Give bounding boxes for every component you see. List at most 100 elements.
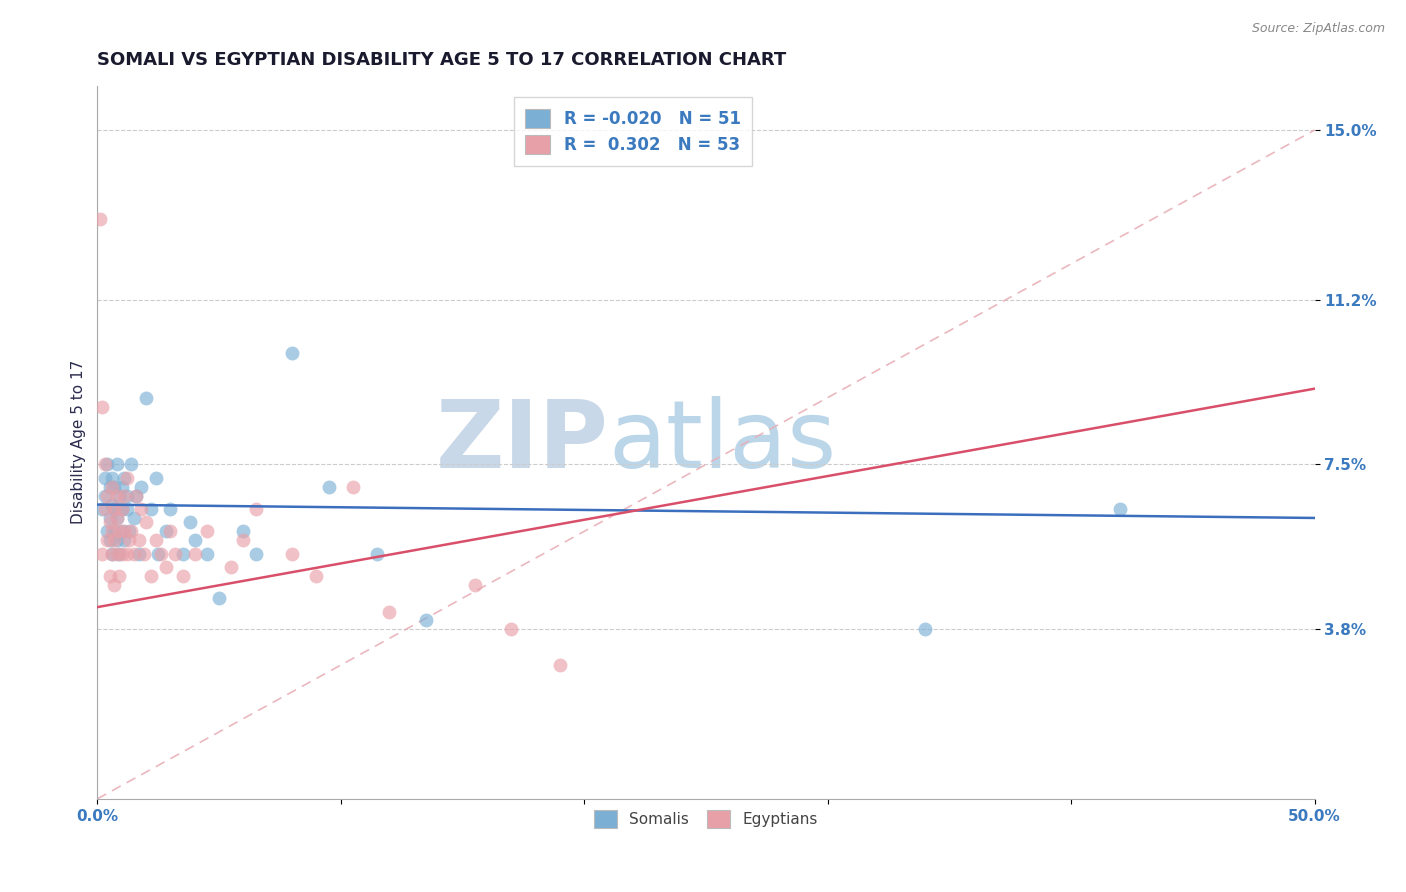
Point [101,524,124,539]
Point [125,489,148,503]
Point [93,489,115,503]
Text: ZIP: ZIP [436,396,609,488]
Point [103,578,125,592]
Point [464,578,486,592]
Point [128,533,150,548]
Point [91,400,114,414]
Point [120,524,142,539]
Point [103,533,125,548]
Point [120,458,142,472]
Point [101,498,124,512]
Point [105,547,128,561]
Point [415,614,437,628]
Point [101,547,124,561]
Point [232,533,254,548]
Legend: Somalis, Egyptians: Somalis, Egyptians [588,804,824,834]
Point [111,480,134,494]
Point [245,547,267,561]
Point [183,547,205,561]
Point [139,569,162,583]
Point [105,511,128,525]
Point [118,533,141,548]
Y-axis label: Disability Age 5 to 17: Disability Age 5 to 17 [72,360,86,524]
Point [101,547,124,561]
Point [135,516,157,530]
Point [165,547,187,561]
Point [103,480,125,494]
Point [145,533,167,548]
Point [195,547,218,561]
Point [105,458,128,472]
Point [112,471,135,485]
Point [366,547,388,561]
Point [111,502,134,516]
Point [118,524,141,539]
Point [122,547,145,561]
Point [98,569,121,583]
Point [93,502,115,516]
Text: Source: ZipAtlas.com: Source: ZipAtlas.com [1251,22,1385,36]
Point [305,569,328,583]
Point [159,524,181,539]
Point [548,658,571,673]
Point [98,511,121,525]
Point [245,502,267,516]
Point [108,489,131,503]
Point [103,502,125,516]
Point [172,569,194,583]
Point [125,489,148,503]
Point [281,346,304,360]
Point [89,212,111,227]
Point [219,560,242,574]
Point [91,547,114,561]
Point [132,547,155,561]
Point [172,547,194,561]
Point [129,502,152,516]
Point [155,524,177,539]
Point [183,533,205,548]
Point [129,480,152,494]
Point [98,516,121,530]
Point [115,547,138,561]
Point [378,605,401,619]
Point [342,480,364,494]
Point [101,480,124,494]
Point [139,502,162,516]
Point [914,623,936,637]
Point [135,391,157,405]
Point [111,524,134,539]
Point [105,533,128,548]
Point [179,516,201,530]
Point [101,471,124,485]
Point [122,511,145,525]
Point [93,471,115,485]
Point [149,547,172,561]
Point [115,502,138,516]
Point [281,547,304,561]
Point [98,480,121,494]
Point [128,547,150,561]
Point [112,533,135,548]
Point [108,569,131,583]
Point [105,489,128,503]
Point [103,502,125,516]
Point [115,489,138,503]
Point [501,623,523,637]
Point [1108,502,1130,516]
Point [318,480,340,494]
Point [98,533,121,548]
Point [148,547,170,561]
Point [155,560,177,574]
Text: SOMALI VS EGYPTIAN DISABILITY AGE 5 TO 17 CORRELATION CHART: SOMALI VS EGYPTIAN DISABILITY AGE 5 TO 1… [97,51,786,69]
Point [93,458,115,472]
Point [159,502,181,516]
Point [208,591,231,606]
Point [108,547,131,561]
Point [96,489,118,503]
Point [112,524,135,539]
Point [195,524,218,539]
Point [96,458,118,472]
Point [96,524,118,539]
Text: atlas: atlas [609,396,837,488]
Point [96,533,118,548]
